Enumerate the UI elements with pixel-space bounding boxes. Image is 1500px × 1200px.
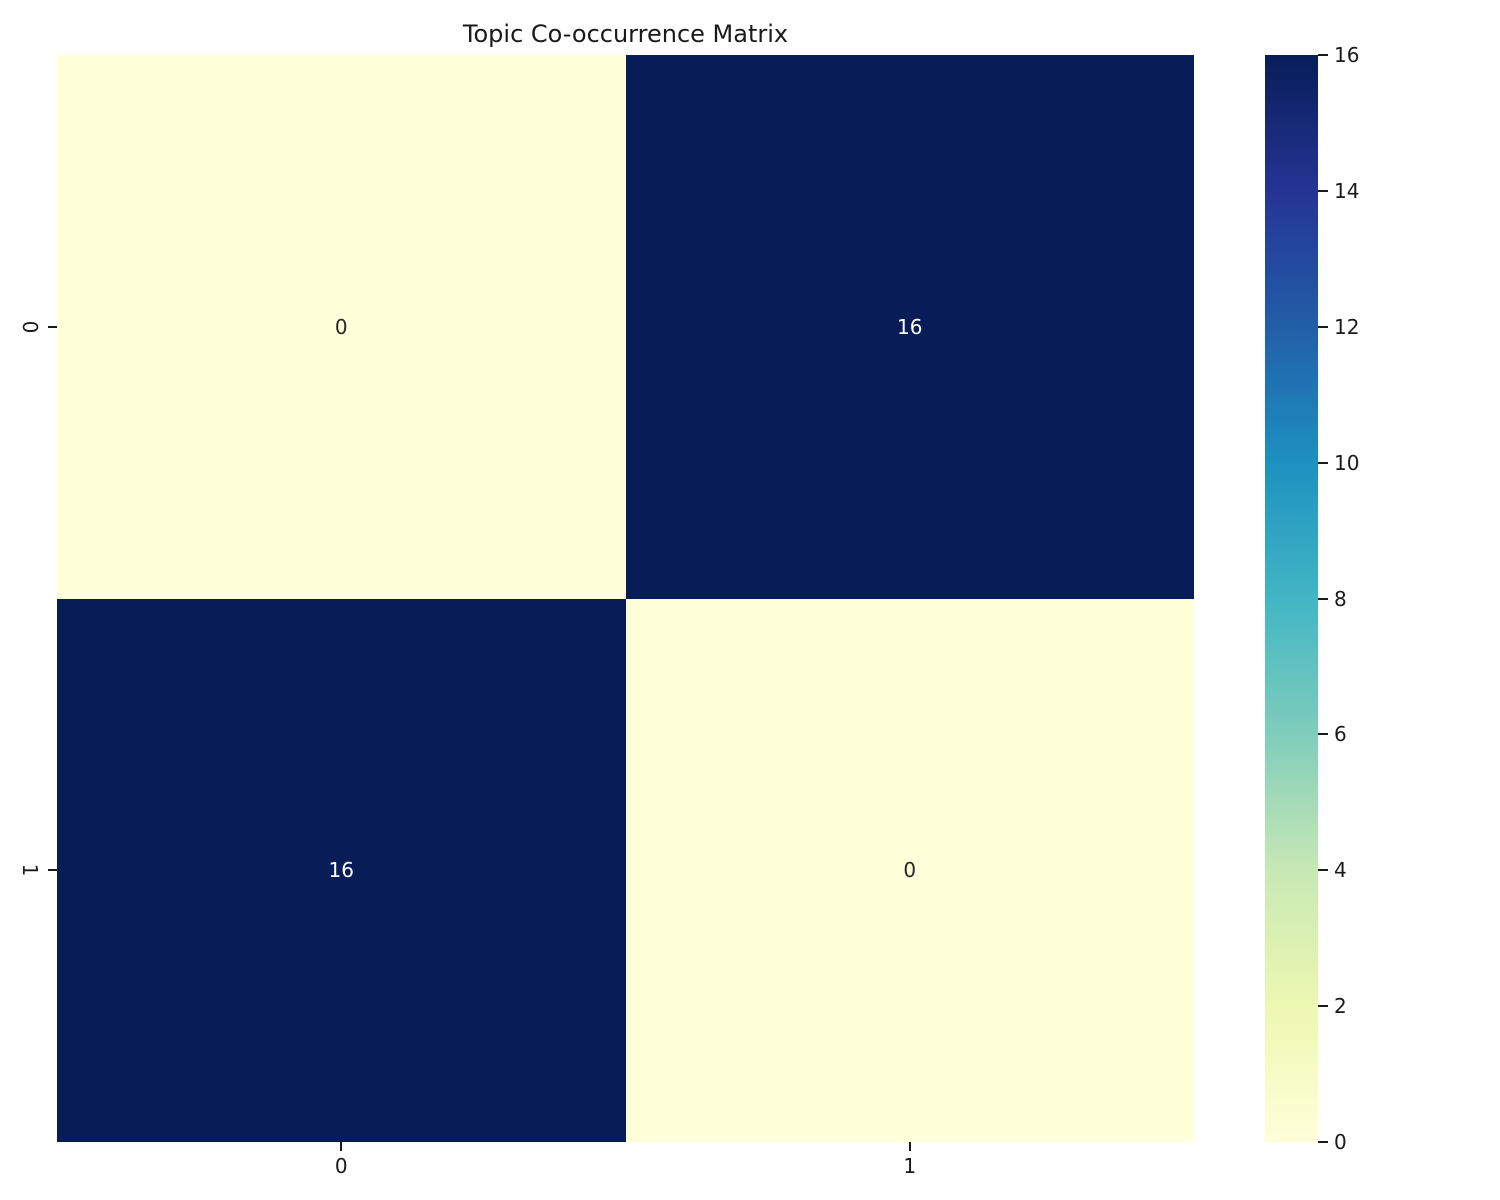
colorbar (1265, 55, 1318, 1142)
cell-annotation: 0 (334, 314, 348, 339)
colorbar-tick-mark (1318, 1005, 1328, 1008)
colorbar-tick-mark (1318, 869, 1328, 872)
y-tick-mark (48, 325, 57, 328)
colorbar-tick-label: 14 (1334, 178, 1360, 203)
heatmap-cell: 16 (57, 598, 626, 1142)
colorbar-tick-label: 12 (1334, 314, 1360, 339)
colorbar-tick-mark (1318, 1141, 1328, 1143)
colorbar-tick-mark (1318, 733, 1328, 736)
colorbar-tick-mark (1318, 461, 1328, 464)
y-tick-label: 1 (18, 863, 42, 877)
colorbar-tick-mark (1318, 325, 1328, 328)
chart-title: Topic Co-occurrence Matrix (462, 20, 789, 48)
colorbar-tick-mark (1318, 189, 1328, 192)
x-tick-mark (908, 1142, 911, 1151)
colorbar-tick-label: 0 (1334, 1130, 1347, 1154)
x-tick-label: 0 (334, 1154, 348, 1178)
heatmap-cell: 0 (625, 598, 1194, 1142)
y-tick-mark (48, 869, 57, 872)
cell-annotation: 16 (897, 314, 923, 339)
colorbar-tick-mark (1318, 597, 1328, 600)
heatmap: 0 16 16 0 (57, 55, 1194, 1142)
cell-annotation: 0 (903, 858, 917, 883)
colorbar-tick-mark (1318, 54, 1328, 56)
cell-annotation: 16 (328, 858, 354, 883)
colorbar-tick-label: 4 (1334, 858, 1347, 883)
x-tick-label: 1 (903, 1154, 917, 1178)
heatmap-cell: 0 (57, 55, 626, 599)
colorbar-tick-label: 8 (1334, 586, 1347, 611)
colorbar-gradient (1265, 55, 1318, 1142)
colorbar-tick-label: 2 (1334, 994, 1347, 1019)
x-tick-mark (340, 1142, 343, 1151)
colorbar-tick-label: 16 (1334, 43, 1360, 67)
colorbar-tick-label: 10 (1334, 450, 1360, 475)
heatmap-cell: 16 (625, 55, 1194, 599)
y-tick-label: 0 (18, 320, 42, 334)
colorbar-tick-label: 6 (1334, 722, 1347, 747)
